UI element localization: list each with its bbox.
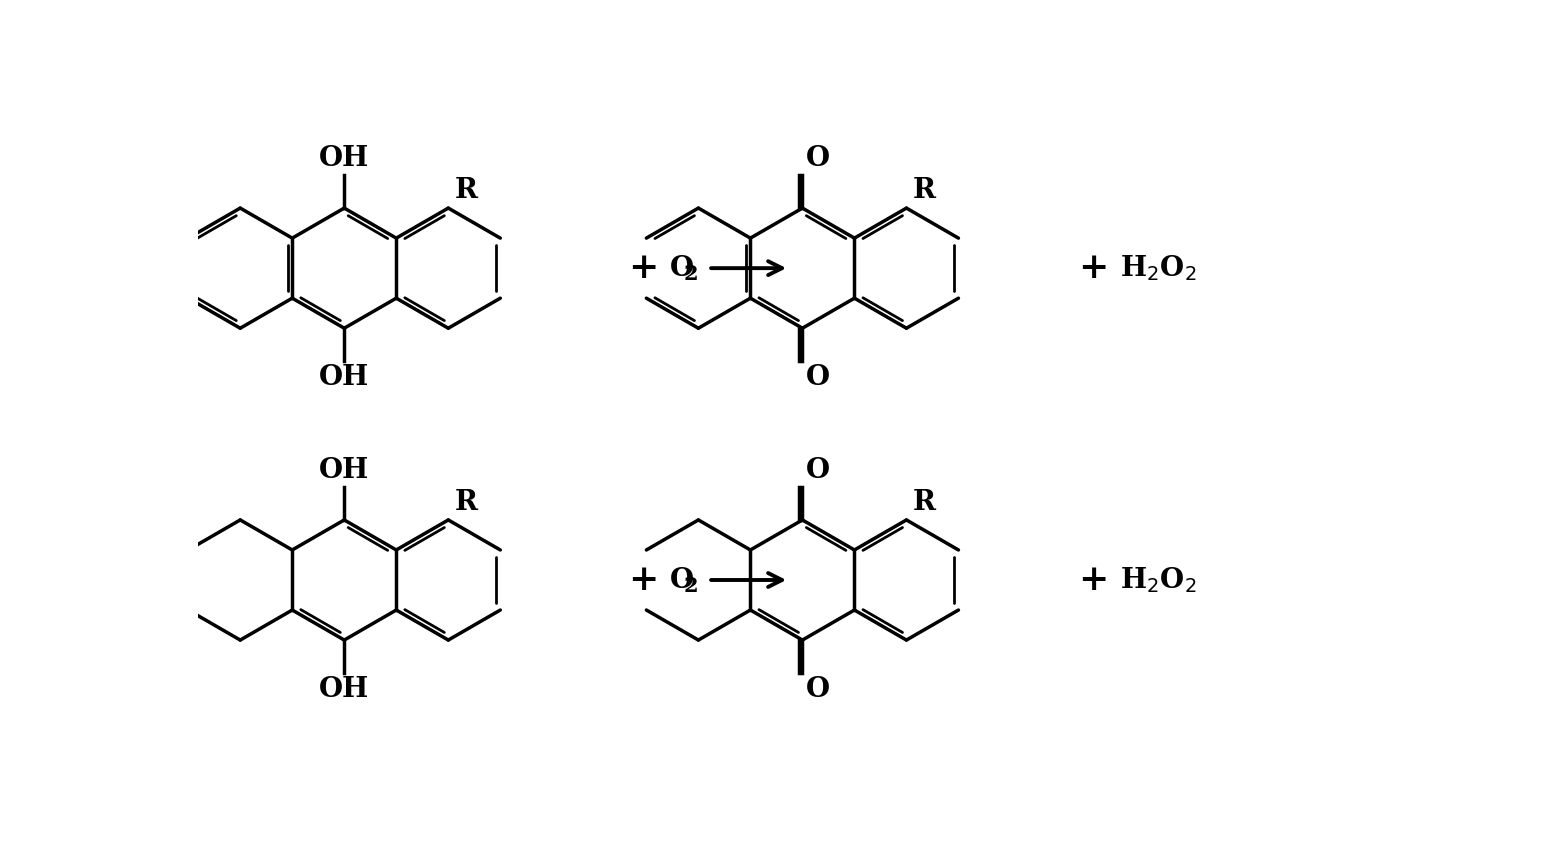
Text: R: R (913, 489, 936, 516)
Text: O: O (805, 145, 830, 172)
Text: O: O (805, 457, 830, 484)
Text: R: R (913, 177, 936, 204)
Text: R: R (455, 177, 478, 204)
Text: OH: OH (320, 364, 369, 392)
Text: H$_2$O$_2$: H$_2$O$_2$ (1121, 565, 1197, 595)
Text: +: + (627, 251, 658, 286)
Text: O: O (805, 364, 830, 392)
Text: OH: OH (320, 457, 369, 484)
Text: +: + (1079, 251, 1108, 286)
Text: +: + (627, 563, 658, 597)
Text: +: + (1079, 563, 1108, 597)
Text: H$_2$O$_2$: H$_2$O$_2$ (1121, 253, 1197, 283)
Text: R: R (455, 489, 478, 516)
Text: 2: 2 (683, 576, 698, 596)
Text: OH: OH (320, 676, 369, 703)
Text: O: O (670, 255, 694, 281)
Text: O: O (805, 676, 830, 703)
Text: 2: 2 (683, 264, 698, 285)
Text: O: O (670, 567, 694, 593)
Text: OH: OH (320, 145, 369, 172)
